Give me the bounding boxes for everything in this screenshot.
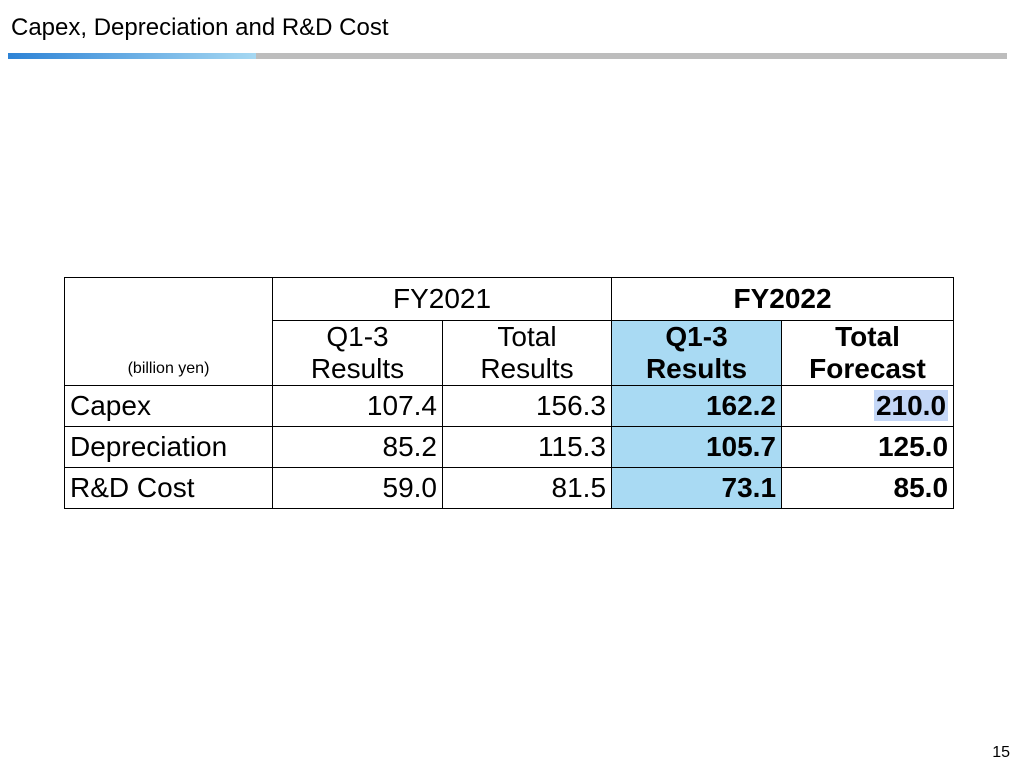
selected-value: 210.0 bbox=[873, 390, 949, 421]
header-fy2021-q1-3-results: Q1-3 Results bbox=[272, 320, 443, 386]
header-line: Total bbox=[497, 321, 557, 353]
table-header-row-columns: Q1-3 Results Total Results Q1-3 Results … bbox=[65, 320, 955, 386]
header-line: Results bbox=[480, 353, 574, 384]
title-divider-accent bbox=[8, 53, 256, 59]
table-row-rd-cost: R&D Cost 59.0 81.5 73.1 85.0 bbox=[64, 467, 955, 509]
title-divider bbox=[8, 53, 1007, 59]
cell-fy2022-total: 85.0 bbox=[781, 467, 955, 509]
table-row-capex: Capex 107.4 156.3 162.2 210.0 bbox=[64, 385, 955, 427]
cell-fy2021-q1-3: 107.4 bbox=[272, 385, 443, 427]
header-fy2022-q1-3-results: Q1-3 Results bbox=[611, 320, 783, 386]
header-line: Q1-3 bbox=[326, 321, 389, 353]
table-row-depreciation: Depreciation 85.2 115.3 105.7 125.0 bbox=[64, 426, 955, 468]
header-fy2021-total-results: Total Results bbox=[441, 320, 613, 386]
cell-fy2021-q1-3: 59.0 bbox=[272, 467, 443, 509]
cell-fy2022-q1-3: 73.1 bbox=[611, 467, 783, 509]
cell-fy2021-total: 115.3 bbox=[441, 426, 613, 468]
page-number: 15 bbox=[992, 744, 1010, 761]
cell-fy2022-total: 210.0 bbox=[781, 385, 955, 427]
header-fy2022-total-forecast: Total Forecast bbox=[781, 320, 955, 386]
header-line: Forecast bbox=[809, 353, 926, 384]
cell-fy2022-q1-3: 105.7 bbox=[611, 426, 783, 468]
row-label: R&D Cost bbox=[64, 467, 273, 509]
header-line: Q1-3 bbox=[665, 321, 728, 353]
header-line: Total bbox=[835, 321, 900, 353]
unit-label: (billion yen) bbox=[64, 277, 273, 386]
table-header-row-years: (billion yen) FY2021 FY2022 bbox=[64, 277, 955, 386]
row-label: Depreciation bbox=[64, 426, 273, 468]
cell-fy2021-total: 156.3 bbox=[441, 385, 613, 427]
header-line: Results bbox=[310, 353, 405, 384]
cell-fy2021-q1-3: 85.2 bbox=[272, 426, 443, 468]
cell-fy2022-q1-3: 162.2 bbox=[611, 385, 783, 427]
cell-fy2022-total: 125.0 bbox=[781, 426, 955, 468]
cell-fy2021-total: 81.5 bbox=[441, 467, 613, 509]
header-line: Results bbox=[645, 353, 748, 384]
page-title: Capex, Depreciation and R&D Cost bbox=[11, 14, 389, 41]
cost-table: (billion yen) FY2021 FY2022 Q1-3 Results… bbox=[64, 277, 955, 509]
header-fy2022: FY2022 bbox=[611, 277, 955, 321]
row-label: Capex bbox=[64, 385, 273, 427]
header-fy2021: FY2021 bbox=[271, 277, 613, 321]
